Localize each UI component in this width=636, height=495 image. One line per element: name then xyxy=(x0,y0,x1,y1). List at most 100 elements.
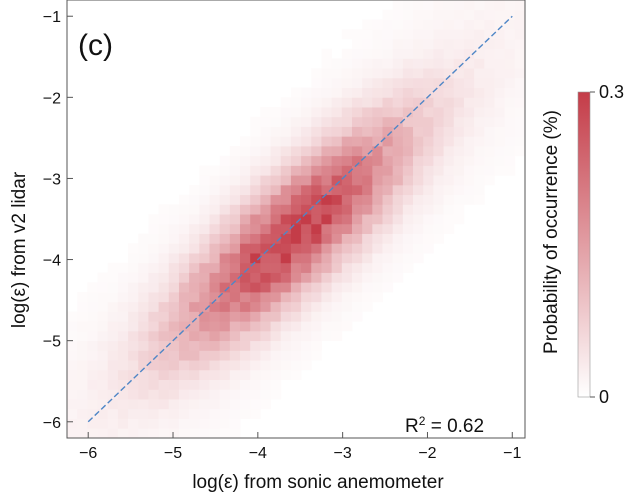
heatmap-cell xyxy=(107,282,119,293)
heatmap-cell xyxy=(189,194,200,205)
heatmap-cell xyxy=(219,330,231,342)
heatmap-cell xyxy=(494,116,506,127)
heatmap-cell xyxy=(372,48,383,59)
heatmap-cell xyxy=(97,369,109,380)
heatmap-cell xyxy=(423,146,434,157)
heatmap-cell xyxy=(219,369,231,380)
heatmap-cell xyxy=(382,175,394,186)
heatmap-cell xyxy=(280,350,292,361)
heatmap-cell xyxy=(229,428,241,439)
heatmap-cell xyxy=(260,146,271,157)
heatmap-cell xyxy=(189,243,200,254)
heatmap-cell xyxy=(280,204,292,215)
heatmap-cell xyxy=(484,38,495,50)
heatmap-cell xyxy=(67,369,78,380)
heatmap-cell xyxy=(321,272,333,283)
heatmap-cell xyxy=(413,77,424,88)
heatmap-cell xyxy=(362,194,373,205)
heatmap-cell xyxy=(341,272,353,283)
heatmap-cell xyxy=(402,155,414,166)
heatmap-cell xyxy=(240,204,251,215)
heatmap-cell xyxy=(250,272,261,283)
heatmap-cell xyxy=(402,29,414,40)
heatmap-cell xyxy=(362,301,373,312)
heatmap-cell xyxy=(351,262,363,273)
heatmap-cell xyxy=(504,68,516,79)
heatmap-cell xyxy=(77,399,88,410)
heatmap-cell xyxy=(311,146,322,157)
heatmap-cell xyxy=(321,204,333,215)
heatmap-cell xyxy=(148,369,159,380)
heatmap-cell xyxy=(240,272,251,283)
heatmap-cell xyxy=(453,126,465,137)
heatmap-cell xyxy=(494,58,506,69)
heatmap-cell xyxy=(280,223,292,234)
heatmap-cell xyxy=(87,292,98,303)
heatmap-cell xyxy=(250,389,261,400)
heatmap-cell xyxy=(229,379,241,390)
heatmap-cell xyxy=(250,146,261,157)
heatmap-cell xyxy=(148,311,159,322)
heatmap-cell xyxy=(219,340,231,351)
heatmap-cell xyxy=(77,292,88,303)
heatmap-cell xyxy=(372,136,383,147)
heatmap-cell xyxy=(209,253,221,264)
heatmap-cell xyxy=(260,369,271,380)
heatmap-cell xyxy=(311,292,322,303)
x-tick-label: −6 xyxy=(79,445,97,462)
heatmap-cell xyxy=(413,126,424,137)
heatmap-cell xyxy=(117,360,129,371)
heatmap-cell xyxy=(433,116,444,127)
heatmap-cell xyxy=(158,233,170,244)
heatmap-cell xyxy=(240,262,251,273)
heatmap-cell xyxy=(331,68,343,79)
heatmap-cell xyxy=(413,0,424,11)
heatmap-cell xyxy=(392,87,404,98)
heatmap-cell xyxy=(240,340,251,351)
heatmap-cell xyxy=(209,282,221,293)
heatmap-cell xyxy=(362,243,373,254)
panel-label: (c) xyxy=(78,29,113,62)
heatmap-cell xyxy=(372,68,383,79)
heatmap-cell xyxy=(392,68,404,79)
heatmap-cell xyxy=(484,87,495,98)
heatmap-cell xyxy=(443,223,455,234)
heatmap-cell xyxy=(189,418,200,429)
heatmap-cell xyxy=(209,272,221,283)
heatmap-cell xyxy=(77,408,88,419)
heatmap-cell xyxy=(280,262,292,273)
heatmap-cell xyxy=(362,77,373,88)
heatmap-cell xyxy=(219,418,231,429)
heatmap-cell xyxy=(372,184,383,196)
heatmap-cell xyxy=(250,369,261,380)
heatmap-cell xyxy=(128,399,139,410)
heatmap-cell xyxy=(270,204,282,215)
heatmap-cell xyxy=(240,146,251,157)
heatmap-cell xyxy=(250,155,261,166)
heatmap-cell xyxy=(250,360,261,371)
heatmap-cell xyxy=(433,165,444,176)
heatmap-cell xyxy=(443,155,455,166)
y-axis-label: log(ε) from v2 lidar xyxy=(9,171,30,328)
heatmap-cell xyxy=(87,399,98,410)
heatmap-cell xyxy=(240,301,251,312)
heatmap-cell xyxy=(107,292,119,303)
heatmap-cell xyxy=(413,29,424,40)
heatmap-cell xyxy=(209,369,221,380)
heatmap-cell xyxy=(87,321,98,332)
heatmap-cell xyxy=(189,184,200,196)
heatmap-cell xyxy=(77,418,88,429)
heatmap-cell xyxy=(463,194,475,205)
heatmap-cell xyxy=(362,136,373,147)
heatmap-cell xyxy=(341,68,353,79)
heatmap-cell xyxy=(97,330,109,342)
heatmap-cell xyxy=(280,272,292,283)
y-tick-label: −6 xyxy=(43,415,61,432)
heatmap-cell xyxy=(229,165,241,176)
heatmap-cell xyxy=(453,214,465,225)
heatmap-cell xyxy=(341,321,353,332)
heatmap-cell xyxy=(148,253,159,264)
heatmap-cell xyxy=(443,0,455,11)
heatmap-cell xyxy=(290,107,302,118)
heatmap-cell xyxy=(423,58,434,69)
